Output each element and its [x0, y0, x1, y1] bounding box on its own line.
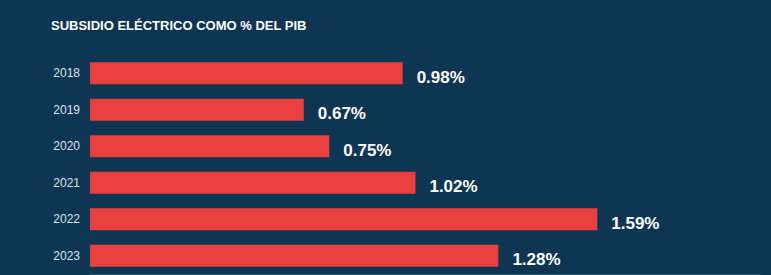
svg-text:2022: 2022 — [53, 212, 80, 226]
svg-text:2023: 2023 — [53, 249, 80, 263]
svg-text:1.28%: 1.28% — [512, 250, 560, 269]
svg-text:1.59%: 1.59% — [611, 214, 659, 233]
svg-text:1.02%: 1.02% — [429, 177, 477, 196]
svg-text:2019: 2019 — [53, 103, 80, 117]
svg-text:0.67%: 0.67% — [318, 104, 366, 123]
svg-text:2020: 2020 — [53, 139, 80, 153]
svg-text:2018: 2018 — [53, 66, 80, 80]
svg-text:2021: 2021 — [53, 176, 80, 190]
svg-text:0.75%: 0.75% — [343, 141, 391, 160]
svg-text:SUBSIDIO ELÉCTRICO COMO % DEL: SUBSIDIO ELÉCTRICO COMO % DEL PIB — [51, 18, 306, 33]
svg-text:0.98%: 0.98% — [417, 68, 465, 87]
